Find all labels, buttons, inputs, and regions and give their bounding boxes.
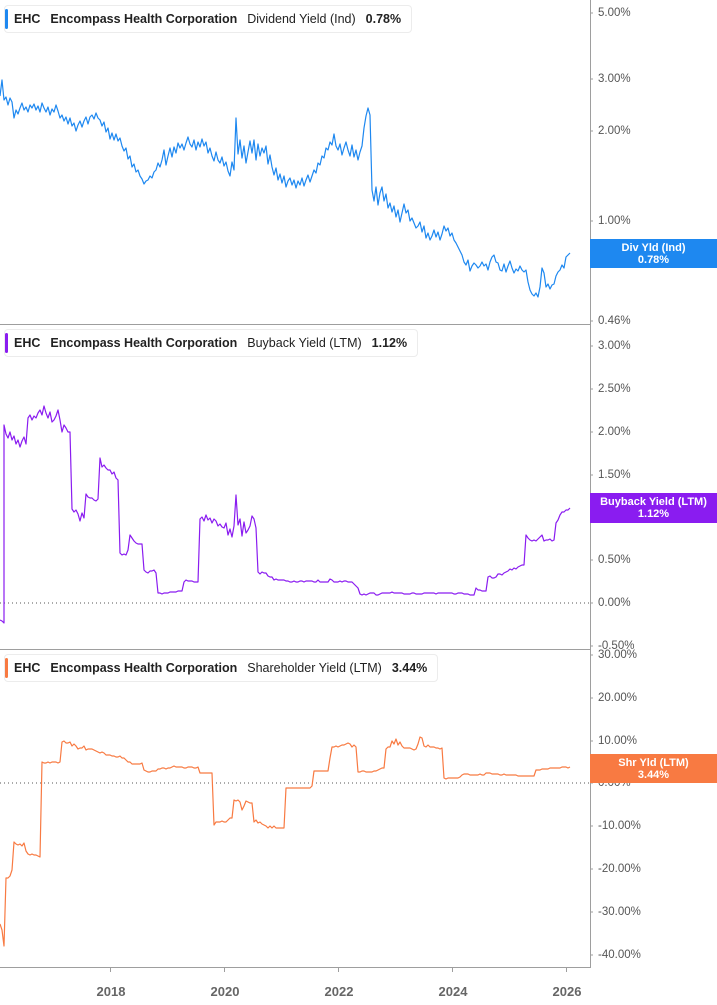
badge-label: Div Yld (Ind) [621,241,686,254]
legend-buyback-yield[interactable]: EHC Encompass Health Corporation Buyback… [4,329,419,357]
x-tick-label: 2018 [96,984,126,999]
legend-ticker: EHC [14,12,41,26]
dividend-yield-line [0,79,571,298]
y-tick-label: 30.00% [598,649,638,661]
legend-dividend-yield[interactable]: EHC Encompass Health Corporation Dividen… [4,5,413,33]
legend-ticker: EHC [14,336,41,350]
badge-label: Buyback Yield (LTM) [600,496,707,508]
y-tick-label: -0.50% [598,640,635,652]
x-tick-label: 2026 [552,984,582,999]
y-tick-label: 2.00% [598,426,631,438]
y-tick-label: -10.00% [598,820,641,832]
y-tick-label: -40.00% [598,949,641,961]
series-color-marker [5,658,8,678]
badge-value: 3.44% [637,768,670,781]
panel-frames [0,0,591,968]
dividend-yield-badge: Div Yld (Ind) 0.78% [590,239,717,268]
legend-ticker: EHC [14,661,41,675]
y-tick-label: 10.00% [598,735,638,747]
legend-value: 1.12% [371,336,408,350]
y-tick-label: 3.00% [598,340,631,352]
legend-shareholder-yield[interactable]: EHC Encompass Health Corporation Shareho… [4,654,439,682]
series-color-marker [5,9,8,29]
x-tick-label: 2022 [324,984,354,999]
legend-metric: Shareholder Yield (LTM) [247,661,382,675]
buyback-yield-badge: Buyback Yield (LTM) 1.12% [590,493,717,523]
y-tick-label: -20.00% [598,863,641,875]
y-tick-label: 2.00% [598,125,631,137]
y-tick-label: 0.50% [598,554,631,566]
legend-value: 0.78% [365,12,402,26]
legend-metric: Buyback Yield (LTM) [247,336,362,350]
legend-company: Encompass Health Corporation [50,336,238,350]
badge-value: 1.12% [637,508,670,520]
y-tick-label: 0.00% [598,597,631,609]
y-tick-label: 1.50% [598,469,631,481]
series-color-marker [5,333,8,353]
shareholder-yield-line [0,736,571,947]
buyback-yield-line [0,405,571,624]
badge-label: Shr Yld (LTM) [618,756,689,769]
shareholder-yield-badge: Shr Yld (LTM) 3.44% [590,754,717,783]
legend-metric: Dividend Yield (Ind) [247,12,356,26]
y-tick-label: 2.50% [598,383,631,395]
badge-value: 0.78% [637,253,670,266]
y-tick-label: 20.00% [598,692,638,704]
y-tick-label: -30.00% [598,906,641,918]
x-tick-marks [110,967,567,972]
y-tick-label: 5.00% [598,7,631,19]
x-tick-label: 2020 [210,984,240,999]
y-tick-label: 3.00% [598,73,631,85]
legend-company: Encompass Health Corporation [50,661,238,675]
y-tick-label: 0.46% [598,315,631,327]
y-tick-label: 1.00% [598,215,631,227]
legend-value: 3.44% [391,661,428,675]
legend-company: Encompass Health Corporation [50,12,238,26]
x-tick-label: 2024 [438,984,468,999]
